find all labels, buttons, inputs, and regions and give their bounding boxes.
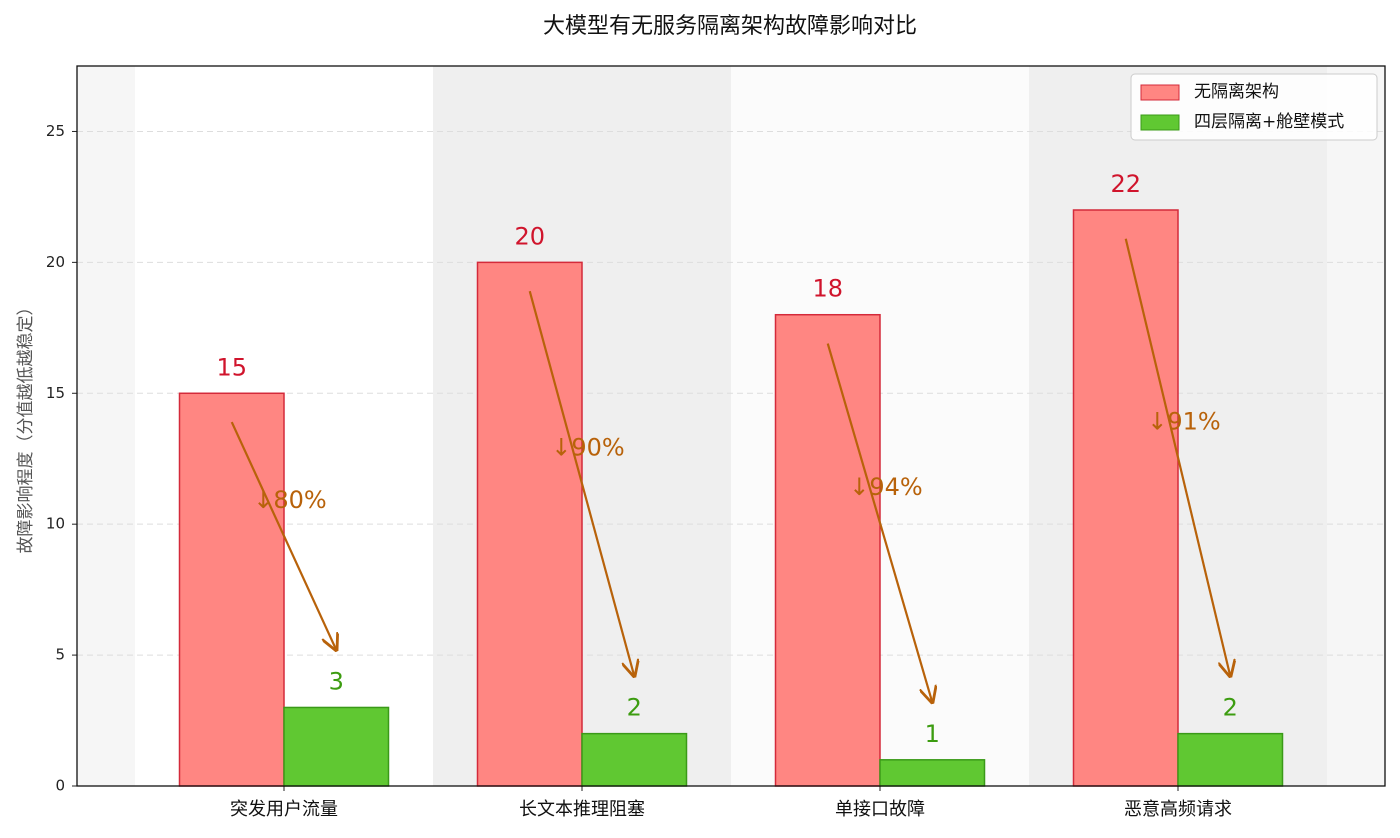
value-label: 15 [216, 353, 247, 381]
bar [581, 732, 688, 787]
legend-swatch [1140, 114, 1180, 131]
bar [178, 392, 285, 787]
y-tick-label: 20 [46, 253, 65, 271]
legend-label: 无隔离架构 [1194, 82, 1279, 102]
y-tick-label: 0 [55, 777, 65, 795]
legend-swatch [1140, 84, 1180, 101]
legend-label: 四层隔离+舱壁模式 [1194, 112, 1344, 132]
legend-box [1130, 73, 1378, 141]
bar [283, 706, 390, 787]
x-tick-label: 恶意高频请求 [1124, 799, 1232, 820]
annotation-arrow [230, 421, 337, 650]
value-label: 2 [1223, 694, 1238, 722]
y-tick-label: 10 [46, 515, 65, 533]
value-label: 20 [514, 222, 545, 250]
x-tick-label: 长文本推理阻塞 [519, 799, 645, 820]
bar [476, 261, 583, 787]
annotation: ↓94% [849, 473, 922, 501]
y-axis-label: 故障影响程度（分值越低越稳定） [16, 299, 36, 554]
chart-title: 大模型有无服务隔离架构故障影响对比 [543, 14, 917, 39]
bar [774, 313, 881, 787]
annotation: ↓90% [551, 434, 624, 462]
annotation: ↓80% [253, 486, 326, 514]
plot-frame [76, 65, 1386, 787]
bar [879, 759, 986, 787]
bar [1072, 209, 1179, 787]
x-tick-label: 突发用户流量 [230, 799, 338, 820]
value-label: 18 [812, 275, 843, 303]
annotation: ↓91% [1147, 407, 1220, 435]
value-label: 22 [1110, 170, 1141, 198]
y-tick-label: 25 [46, 122, 65, 140]
value-label: 1 [925, 720, 940, 748]
annotation-arrow [826, 343, 933, 703]
annotation-arrow [528, 290, 635, 676]
x-tick-label: 单接口故障 [835, 799, 925, 820]
value-label: 3 [329, 667, 344, 695]
y-tick-label: 5 [55, 646, 65, 664]
annotation-arrow [1124, 238, 1231, 676]
bar [1177, 732, 1284, 787]
value-label: 2 [627, 694, 642, 722]
y-tick-label: 15 [46, 384, 65, 402]
